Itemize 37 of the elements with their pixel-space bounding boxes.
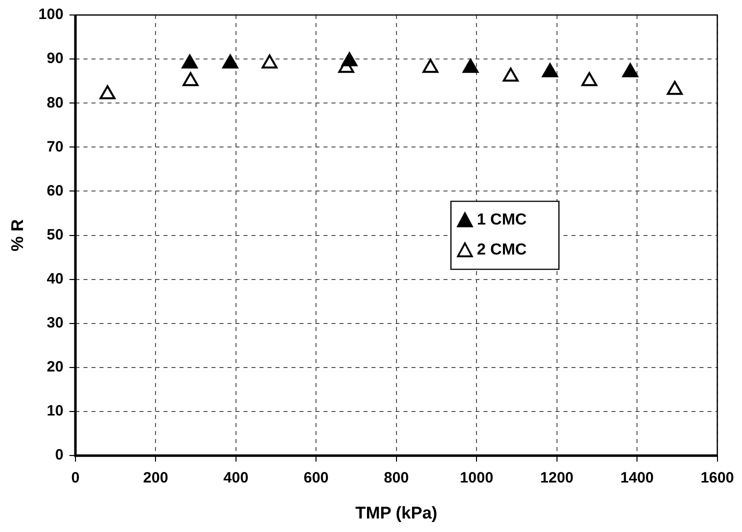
point [182,54,198,68]
y-tick-label: 10 [46,402,64,420]
y-tick-label: 40 [46,270,64,288]
point [542,63,558,78]
point [462,58,479,73]
point [262,54,278,68]
y-tick-label: 80 [46,94,64,112]
x-tick-label: 0 [71,470,80,487]
point [581,72,598,86]
x-tick-label: 400 [223,470,248,487]
x-tick-label: 600 [304,470,329,487]
point [342,52,358,66]
point [182,72,198,86]
y-axis-title: % R [8,219,27,252]
point [666,80,683,95]
point [422,58,438,73]
point [502,68,519,82]
x-tick-label: 1000 [460,470,494,487]
legend-label: 2 CMC [476,242,528,259]
x-tick-label: 800 [384,470,409,487]
point [622,63,638,78]
y-tick-label: 50 [46,226,64,244]
x-axis-title: TMP (kPa) [355,503,438,522]
x-tick-label: 1200 [540,470,574,487]
x-tick-label: 200 [143,470,168,487]
y-tick-label: 60 [46,182,64,200]
y-tick-label: 0 [55,446,64,464]
x-tick-label: 1400 [620,470,654,487]
y-tick-label: 30 [46,314,64,332]
legend-label: 1 CMC [476,212,528,229]
point [222,54,238,68]
point [100,85,116,100]
y-tick-label: 100 [38,6,64,24]
y-tick-label: 20 [46,358,64,376]
x-tick-label: 1600 [700,470,734,487]
y-tick-label: 90 [46,50,64,68]
y-tick-label: 70 [46,138,64,156]
